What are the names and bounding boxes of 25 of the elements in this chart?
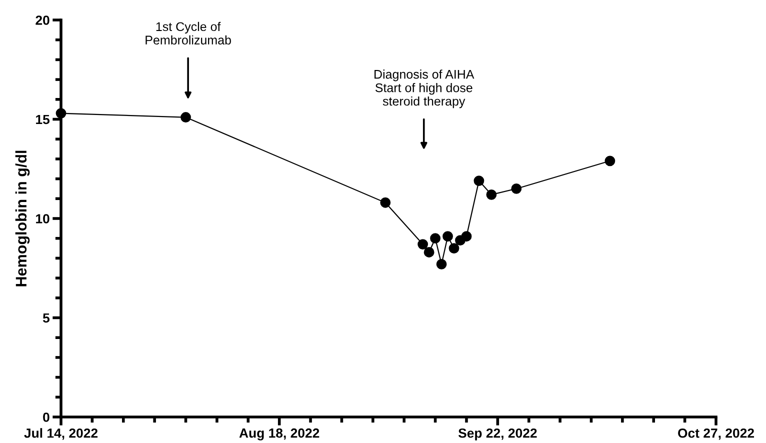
point [474, 176, 484, 186]
point [448, 243, 460, 254]
x-tick-label: Oct 27, 2022 [678, 428, 754, 440]
point [380, 197, 391, 208]
point [424, 247, 434, 258]
point [430, 233, 440, 244]
y-tick-label: 5 [42, 313, 50, 323]
annotation: 1st Cycle of Pembrolizumab [146, 22, 231, 45]
x-tick-label: Jul 14, 2022 [24, 428, 98, 440]
point [511, 184, 522, 194]
point [486, 189, 497, 200]
y-tick-label: 0 [43, 412, 50, 422]
y-axis-title: Hemoglobin in g/dl [15, 150, 30, 286]
point [442, 231, 453, 242]
annotation: Diagnosis of AIHA Start of high dose steroid therapy [374, 70, 474, 108]
y-tick-label: 20 [36, 16, 50, 25]
point [604, 156, 616, 166]
point [436, 258, 447, 270]
point [418, 239, 428, 250]
point [180, 112, 191, 122]
x-tick-label: Sep 22, 2022 [458, 428, 537, 440]
y-tick-label: 15 [36, 114, 50, 124]
point [461, 231, 472, 242]
x-tick-label: Aug 18, 2022 [239, 428, 320, 440]
y-tick-label: 10 [36, 214, 50, 224]
